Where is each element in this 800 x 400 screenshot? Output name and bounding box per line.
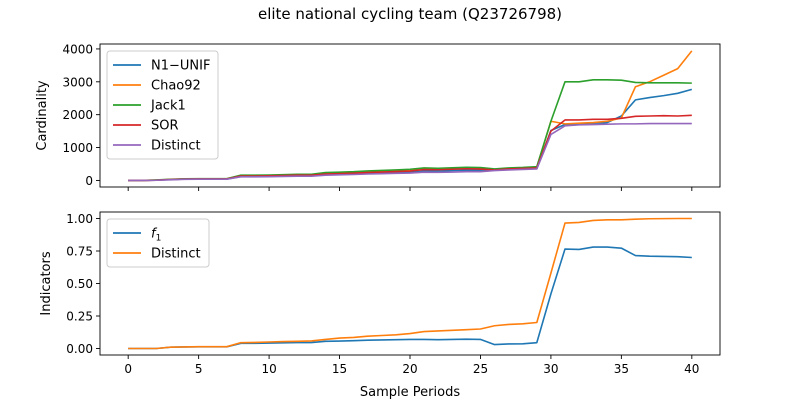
x-axis-label: Sample Periods: [360, 385, 460, 400]
legend: [106, 218, 210, 268]
y-tick-label: 1.00: [66, 212, 93, 226]
y-tick-label: 1000: [62, 141, 93, 155]
x-tick-label: 0: [124, 362, 132, 376]
figure-title: elite national cycling team (Q23726798): [258, 5, 562, 23]
series-line-1-1: [128, 217, 692, 350]
y-tick-label: 0.25: [66, 310, 93, 324]
x-tick-label: 15: [332, 362, 347, 376]
y-tick-label: 2000: [62, 108, 93, 122]
y-tick-label: 0.50: [66, 277, 93, 291]
y-tick-label: 4000: [62, 42, 93, 56]
legend-label: f1: [151, 227, 161, 244]
legend: [106, 50, 219, 160]
x-tick-label: 10: [261, 362, 276, 376]
legend-label: Chao92: [151, 79, 201, 94]
y-tick-label: 0.00: [66, 342, 93, 356]
legend-label: Distinct: [151, 139, 201, 154]
y-tick-label: 0: [85, 174, 93, 188]
legend-label: SOR: [151, 119, 179, 134]
x-tick-label: 30: [543, 362, 558, 376]
x-tick-label: 40: [684, 362, 699, 376]
x-tick-label: 25: [473, 362, 488, 376]
legend-label: Jack1: [150, 99, 186, 114]
y-axis-label: Indicators: [39, 251, 54, 315]
legend-label: Distinct: [151, 247, 201, 262]
legend-label: N1−UNIF: [151, 59, 210, 74]
x-tick-label: 5: [195, 362, 203, 376]
series-line-0-4: [128, 122, 692, 182]
x-tick-label: 20: [402, 362, 417, 376]
cardinality-panel: 0 1000 2000 3000 4000 Cardinality N1−UNIF Chao9…: [35, 42, 721, 191]
x-tick-label: 35: [614, 362, 629, 376]
y-tick-label: 0.75: [66, 245, 93, 259]
y-tick-label: 3000: [62, 75, 93, 89]
y-axis-label: Cardinality: [35, 80, 50, 151]
indicators-panel: 0 5 10 15 20 25 30 35 40 0.00 0.25 0.50 0.75 1.00 Indi…: [39, 211, 721, 400]
